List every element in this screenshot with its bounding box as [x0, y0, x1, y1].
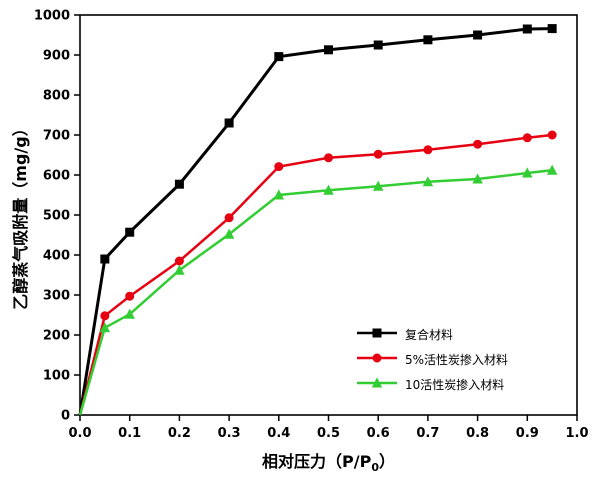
- triangle-marker: [546, 164, 558, 175]
- series-line-2: [78, 168, 553, 416]
- y-tick-label: 0: [61, 409, 70, 424]
- triangle-marker: [124, 308, 135, 319]
- circle-marker: [522, 133, 532, 143]
- y-tick-label: 300: [43, 289, 70, 304]
- circle-marker: [373, 149, 383, 159]
- x-tick-label: 0.4: [267, 426, 290, 441]
- x-tick-label: 0.7: [416, 426, 439, 441]
- y-tick-label: 100: [43, 369, 70, 384]
- series-line-1: [78, 133, 553, 416]
- square-marker: [125, 227, 135, 237]
- triangle-marker: [371, 376, 383, 387]
- triangle-marker: [422, 176, 434, 187]
- triangle-marker: [372, 180, 384, 191]
- y-tick-label: 800: [43, 89, 70, 104]
- y-tick-label: 900: [43, 49, 70, 64]
- y-tick-label: 500: [43, 209, 70, 224]
- square-marker: [423, 35, 433, 45]
- x-tick-label: 0.0: [68, 426, 91, 441]
- legend-glyph: [357, 328, 397, 337]
- legend-item-10-carbon: 10活性炭掺入材料: [356, 376, 508, 392]
- square-marker: [174, 179, 184, 189]
- triangle-marker: [522, 167, 533, 178]
- legend-glyph: [357, 353, 397, 362]
- y-tick-label: 600: [43, 169, 70, 184]
- legend-marker-square-icon: [356, 325, 398, 344]
- x-tick-label: 0.2: [168, 426, 191, 441]
- circle-marker: [324, 153, 333, 163]
- y-axis-title: 乙醇蒸气吸附量（mg/g）: [11, 120, 30, 309]
- triangle-marker: [223, 228, 235, 239]
- legend-marker-circle-icon: [356, 350, 398, 369]
- legend-marker-triangle-icon: [356, 375, 398, 394]
- triangle-marker: [273, 189, 285, 200]
- square-marker: [224, 118, 234, 128]
- y-tick-label: 700: [43, 129, 70, 144]
- x-axis: 0.0 0.1 0.2 0.3 0.4 0.5 0.6 0.7 0.8 0.9 1.0: [68, 415, 589, 441]
- square-marker: [372, 328, 382, 337]
- y-axis: 0 100 200 300 400 500 600 700 800 900 1000: [34, 9, 80, 424]
- circle-marker: [100, 311, 110, 321]
- x-tick-label: 0.1: [118, 426, 141, 441]
- x-axis-title-close: ）: [378, 452, 395, 471]
- triangle-marker: [472, 173, 483, 184]
- circle-marker: [372, 353, 382, 362]
- y-tick-label: 200: [43, 329, 70, 344]
- y-tick-label: 400: [43, 249, 70, 264]
- legend-item-composite: 复合材料: [356, 326, 508, 342]
- x-tick-label: 0.8: [466, 426, 489, 441]
- y-tick-label: 1000: [34, 9, 70, 24]
- legend-label: 5%活性炭掺入材料: [405, 352, 509, 367]
- square-marker: [324, 45, 333, 55]
- circle-marker: [473, 139, 483, 149]
- square-marker: [473, 30, 483, 40]
- circle-marker: [423, 145, 433, 155]
- legend-label: 10活性炭掺入材料: [405, 377, 505, 392]
- x-tick-label: 1.0: [565, 426, 588, 441]
- triangle-marker: [99, 322, 111, 333]
- circle-marker: [547, 130, 557, 140]
- triangle-marker: [174, 264, 185, 275]
- square-marker: [547, 24, 557, 34]
- x-axis-title: 相对压力（P/P0）: [80, 448, 577, 474]
- circle-marker: [274, 162, 284, 172]
- square-marker: [373, 40, 383, 50]
- x-tick-label: 0.6: [367, 426, 390, 441]
- legend-glyph: [357, 376, 397, 387]
- circle-marker: [125, 291, 135, 301]
- square-marker: [274, 52, 284, 62]
- legend: 复合材料 5%活性炭掺入材料 10活性炭掺入材料: [356, 326, 508, 392]
- legend-label: 复合材料: [405, 327, 454, 342]
- x-tick-label: 0.3: [218, 426, 241, 441]
- circle-marker: [174, 256, 184, 266]
- legend-item-5pct-carbon: 5%活性炭掺入材料: [356, 351, 508, 367]
- data-series: [78, 24, 558, 416]
- x-tick-label: 0.5: [317, 426, 340, 441]
- x-tick-label: 0.9: [516, 426, 539, 441]
- x-axis-title-text: 相对压力（P/P: [262, 452, 372, 471]
- triangle-marker: [323, 184, 334, 195]
- x-axis-title-subscript: 0: [371, 461, 379, 475]
- circle-marker: [224, 213, 234, 223]
- square-marker: [522, 24, 532, 34]
- square-marker: [100, 254, 110, 264]
